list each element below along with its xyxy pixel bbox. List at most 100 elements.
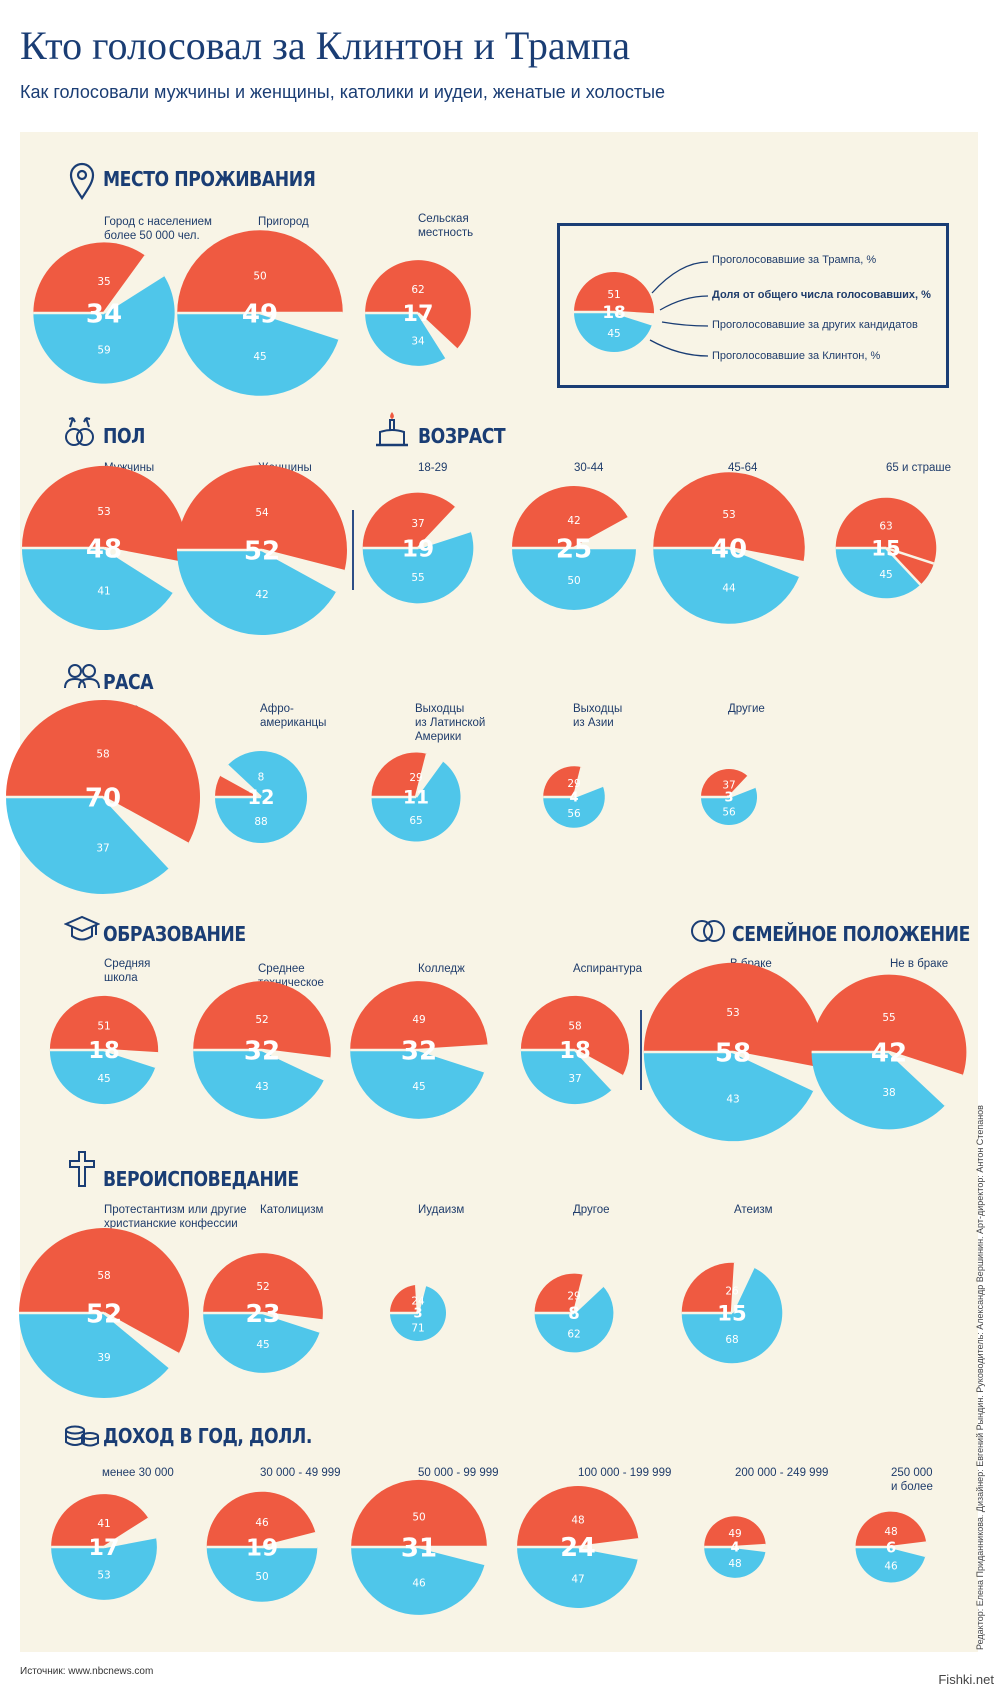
- pie-clinton-label: 47: [571, 1574, 584, 1586]
- pie-separator: [417, 529, 472, 550]
- pie-share-label: 25: [556, 534, 592, 564]
- category-label: 200 000 - 249 999: [735, 1467, 829, 1479]
- pie-share-label: 34: [86, 299, 122, 329]
- cross-icon: [69, 1151, 95, 1187]
- legend-connector: [661, 321, 709, 327]
- category-label: 30-44: [574, 462, 604, 474]
- pie-share-label: 52: [86, 1299, 122, 1329]
- page-title: Кто голосовал за Клинтон и Трампа: [20, 23, 631, 68]
- pie-slice-clinton: [5, 797, 170, 895]
- legend-box: [557, 223, 949, 388]
- pie-share-label: 18: [88, 1038, 120, 1064]
- pie-slice-clinton: [51, 1537, 157, 1600]
- pie-trump-label: 37: [722, 779, 735, 791]
- pie-separator: [102, 795, 189, 845]
- pie-separator: [418, 1048, 485, 1073]
- pie-clinton-label: 37: [568, 1073, 581, 1085]
- graduation-cap-icon: [64, 915, 100, 941]
- pie-slice-trump: [520, 995, 630, 1077]
- pie-slice-clinton: [512, 548, 636, 610]
- pie-trump-label: 58: [96, 748, 109, 760]
- pie-slice-clinton: [49, 1050, 156, 1105]
- pie-share-label: 40: [711, 534, 747, 564]
- pie-slice-trump: [5, 699, 201, 844]
- divider: [352, 510, 354, 590]
- pie-separator: [888, 1050, 963, 1078]
- pie-separator: [103, 546, 185, 565]
- pie-trump-label: 48: [884, 1526, 897, 1538]
- pie-clinton-label: 48: [728, 1558, 741, 1570]
- pie-trump-label: 52: [255, 1014, 268, 1026]
- pie-trump-label: 50: [253, 271, 266, 283]
- pie-clinton-label: 43: [255, 1081, 268, 1093]
- pie-slice-clinton: [203, 1313, 320, 1373]
- pie-slice-trump: [49, 995, 159, 1054]
- pie-trump-label: 51: [607, 289, 620, 301]
- pie-trump-label: 46: [255, 1517, 269, 1529]
- pie-share-label: 24: [560, 1533, 596, 1563]
- pie-share-label: 18: [559, 1038, 591, 1064]
- pie-separator: [262, 1311, 323, 1322]
- gender-rings-icon: [65, 417, 94, 446]
- pie-separator: [261, 1048, 331, 1060]
- pie-share-label: 23: [246, 1299, 281, 1328]
- pie-slice-trump: [19, 1228, 189, 1354]
- pie-trump-label: 53: [726, 1007, 739, 1019]
- pie-trump-label: 29: [567, 1290, 580, 1302]
- pie-separator: [103, 1312, 171, 1369]
- pie-slice-trump: [371, 752, 428, 797]
- wedding-rings-icon: [691, 920, 725, 942]
- pie-slice-clinton: [704, 1547, 766, 1578]
- pie-separator: [572, 766, 583, 798]
- pie-separator: [103, 1535, 157, 1549]
- pie-clinton-label: 68: [725, 1334, 738, 1346]
- category-label: Другие: [728, 703, 765, 715]
- pie-slice-clinton: [700, 786, 758, 826]
- pie-slice-trump: [534, 1273, 584, 1313]
- pie-separator: [417, 506, 457, 549]
- pie-share-label: 8: [568, 1304, 580, 1323]
- pie-separator: [418, 1545, 486, 1566]
- pie-slice-trump: [350, 981, 488, 1050]
- pie-trump-label: 35: [97, 276, 110, 288]
- pie-separator: [259, 311, 340, 340]
- pie-separator: [103, 1517, 150, 1549]
- pie-trump-label: 53: [97, 506, 110, 518]
- pie-clinton-label: 56: [567, 808, 581, 820]
- pie-separator: [103, 1048, 159, 1055]
- pie-slice-clinton: [176, 550, 337, 636]
- pie-slice-trump: [643, 962, 823, 1069]
- pie-clinton-label: 39: [97, 1352, 110, 1364]
- pie-clinton-label: 50: [255, 1571, 268, 1583]
- pie-separator: [414, 1284, 420, 1314]
- pie-clinton-label: 42: [255, 589, 268, 601]
- pie-slice-trump: [835, 497, 937, 585]
- pie-slice-clinton: [653, 548, 800, 624]
- pie-slice-clinton: [534, 1286, 614, 1353]
- pie-slice-trump: [193, 981, 331, 1059]
- pie-separator: [261, 548, 338, 593]
- pie-clinton-label: 50: [567, 575, 580, 587]
- category-label: 45-64: [728, 462, 758, 474]
- pie-separator: [728, 775, 750, 798]
- category-label: Другое: [573, 1204, 610, 1216]
- pie-slice-trump: [177, 465, 347, 572]
- pie-slice-clinton: [33, 275, 175, 384]
- legend-trump: Проголосовавшие за Трампа, %: [712, 254, 877, 266]
- pie-clinton-label: 53: [97, 1569, 110, 1581]
- coins-icon: [65, 1425, 99, 1447]
- pie-separator: [103, 274, 165, 315]
- pie-trump-label: 24: [411, 1295, 425, 1307]
- pie-slice-trump: [21, 465, 187, 564]
- category-label: Выходцы из Азии: [573, 703, 623, 729]
- pie-share-label: 42: [871, 1038, 907, 1068]
- pie-trump-label: 8: [258, 771, 265, 783]
- pie-separator: [414, 760, 444, 798]
- category-label: 65 и страше: [886, 462, 952, 474]
- category-label: 30 000 - 49 999: [260, 1467, 341, 1479]
- legend-share: Доля от общего числа голосовавших, %: [712, 289, 931, 301]
- pie-share-label: 32: [401, 1036, 437, 1066]
- pie-slice-clinton: [855, 1547, 926, 1583]
- pie-separator: [416, 312, 448, 359]
